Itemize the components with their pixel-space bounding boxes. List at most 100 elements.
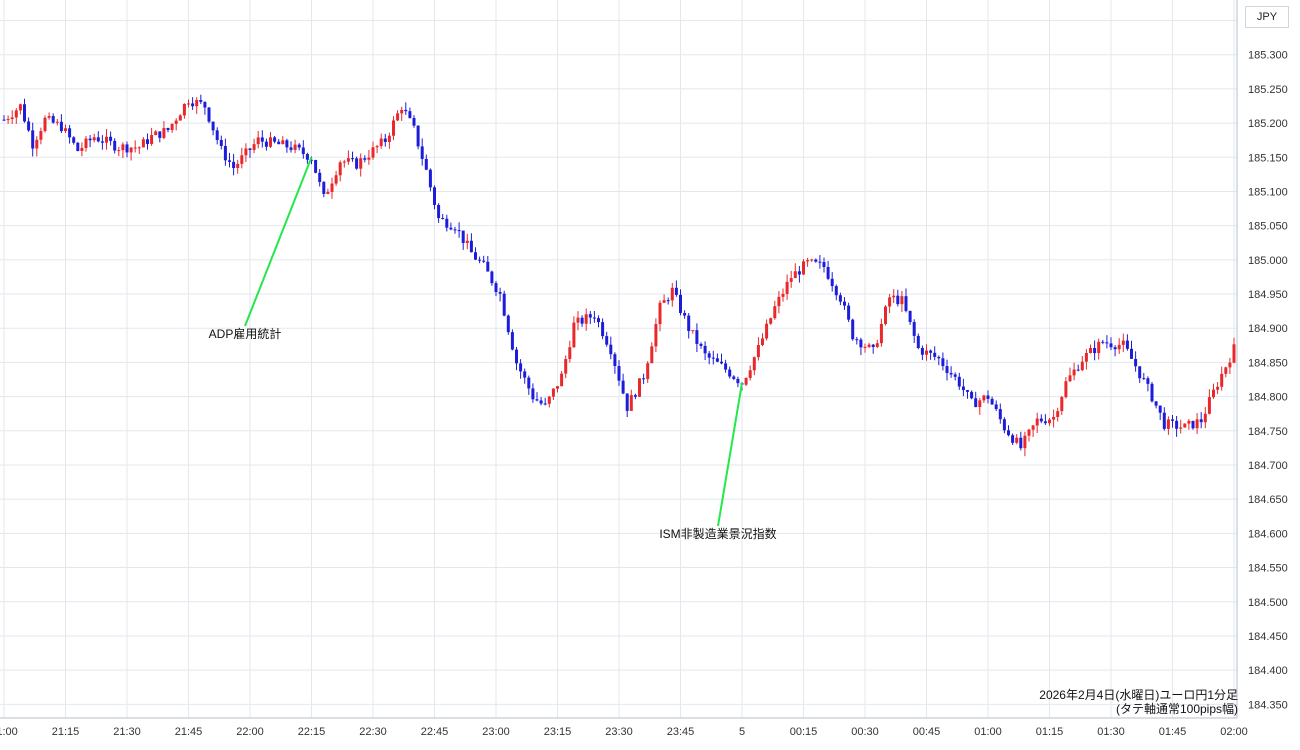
y-tick-label: 185.300 [1248,50,1288,62]
x-tick-label: 21:30 [113,726,141,738]
candle-up [1207,397,1211,414]
candle-down [597,318,600,323]
candle-up [379,138,383,147]
candle-down [957,376,961,387]
candle-down [814,259,818,262]
candle-down [351,158,354,160]
candle-down [715,358,719,362]
candle-down [305,154,309,160]
candle-down [23,104,26,122]
candle-up [92,137,96,141]
candle-down [273,137,277,142]
candle-down [474,252,477,260]
candle-up [1048,419,1051,424]
y-tick-label: 184.750 [1248,426,1288,438]
candle-down [248,148,252,150]
x-tick-label: 02:00 [1220,726,1248,738]
candle-up [1097,341,1101,354]
candle-down [322,181,326,194]
candle-up [781,293,785,297]
candle-up [744,377,748,385]
chart-note-title: 2026年2月4日(水曜日)ユーロ円1分足 [1039,688,1238,702]
candle-down [441,218,445,220]
candle-up [1089,348,1092,353]
candle-up [55,121,59,123]
candle-down [68,128,72,138]
candle-down [859,339,863,348]
candle-down [1191,420,1195,429]
candle-down [277,141,281,145]
y-tick-label: 184.400 [1248,665,1288,677]
candle-up [1027,429,1031,436]
candle-down [822,262,826,267]
candle-up [129,147,133,153]
candle-up [293,144,297,150]
candle-down [531,388,535,400]
candle-down [625,393,629,411]
candle-down [453,229,457,231]
candle-up [105,136,108,143]
candle-up [1179,427,1183,429]
candle-down [59,121,63,132]
candle-down [539,400,543,404]
candle-down [125,144,129,153]
candle-down [724,363,728,370]
candle-up [761,338,764,346]
candle-up [1166,419,1170,429]
y-tick-label: 184.600 [1248,528,1288,540]
candle-up [281,140,285,145]
candle-down [933,352,937,357]
candle-up [867,344,871,347]
candle-up [64,128,67,132]
currency-button[interactable]: JPY [1245,6,1289,28]
candle-down [219,139,223,146]
candle-up [182,103,186,116]
x-tick-label: 23:15 [544,726,572,738]
candle-down [949,372,953,375]
y-tick-label: 184.900 [1248,323,1288,335]
candle-down [1105,342,1109,344]
candle-up [10,117,14,120]
candle-down [318,172,322,182]
candle-down [851,319,855,340]
candle-down [998,409,1002,420]
x-tick-label: 22:00 [236,726,264,738]
y-tick-label: 185.050 [1248,221,1288,233]
candle-up [1072,369,1076,376]
candle-down [543,403,547,405]
candle-down [966,390,969,392]
y-tick-label: 184.650 [1248,494,1288,506]
candle-down [408,111,412,118]
candle-down [72,137,76,143]
candle-down [990,398,994,405]
candle-down [515,349,518,364]
candle-up [334,175,338,184]
candle-down [871,344,875,347]
candle-down [31,130,35,149]
candle-down [461,230,465,243]
candle-up [367,157,371,160]
x-tick-label: 01:30 [1097,726,1125,738]
candle-up [117,150,121,152]
candle-up [269,137,272,147]
candle-down [223,145,227,161]
candle-down [510,332,514,350]
candle-up [47,116,51,118]
x-tick-label: 00:15 [790,726,818,738]
candle-down [1130,348,1133,359]
candle-up [551,388,555,397]
candle-down [199,99,203,102]
candle-down [826,266,830,279]
candle-down [703,345,707,354]
candle-up [1035,418,1039,426]
candle-down [970,391,974,399]
y-tick-label: 184.550 [1248,563,1288,575]
candle-up [568,347,572,360]
candle-down [695,330,699,344]
candle-down [486,261,490,272]
candle-down [1093,348,1097,354]
candle-up [1080,361,1084,371]
candle-down [847,305,851,320]
